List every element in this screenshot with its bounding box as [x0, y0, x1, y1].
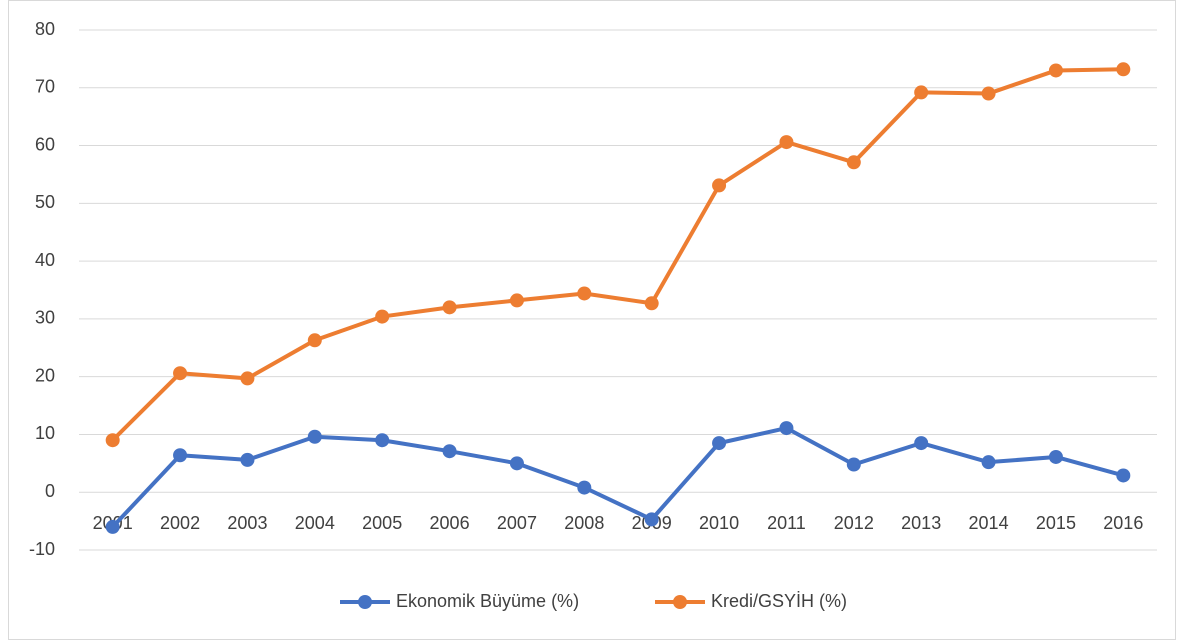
- x-tick-label: 2014: [969, 513, 1009, 533]
- point: [779, 135, 794, 150]
- y-tick-label: 20: [35, 365, 55, 385]
- point: [1048, 63, 1063, 78]
- y-tick-label: 50: [35, 192, 55, 212]
- point: [105, 519, 120, 534]
- point: [577, 286, 592, 301]
- x-tick-label: 2011: [767, 513, 806, 533]
- point: [509, 456, 524, 471]
- point: [240, 371, 255, 386]
- x-tick-label: 2002: [160, 513, 200, 533]
- point: [644, 296, 659, 311]
- y-tick-label: 70: [35, 77, 55, 97]
- x-tick-label: 2012: [834, 513, 874, 533]
- x-tick-label: 2015: [1036, 513, 1076, 533]
- point: [1116, 468, 1131, 483]
- x-tick-label: 2010: [699, 513, 739, 533]
- y-tick-label: 30: [35, 308, 55, 328]
- y-tick-label: 80: [35, 19, 55, 39]
- point: [1116, 62, 1131, 77]
- legend-marker: [358, 595, 372, 609]
- point: [442, 444, 457, 459]
- point: [307, 333, 322, 348]
- x-tick-label: 2016: [1103, 513, 1143, 533]
- point: [712, 436, 727, 451]
- point: [105, 433, 120, 448]
- x-tick-label: 2005: [362, 513, 402, 533]
- point: [577, 480, 592, 495]
- y-tick-label: 40: [35, 250, 55, 270]
- x-tick-label: 2003: [227, 513, 267, 533]
- point: [509, 293, 524, 308]
- x-tick-label: 2006: [430, 513, 470, 533]
- point: [173, 366, 188, 381]
- point: [779, 421, 794, 436]
- point: [914, 436, 929, 451]
- point: [981, 455, 996, 470]
- x-tick-label: 2007: [497, 513, 537, 533]
- x-tick-label: 2004: [295, 513, 335, 533]
- x-tick-label: 2008: [564, 513, 604, 533]
- y-tick-label: 10: [35, 423, 55, 443]
- point: [981, 86, 996, 101]
- legend-label: Ekonomik Büyüme (%): [396, 591, 579, 611]
- point: [442, 300, 457, 315]
- y-tick-label: 60: [35, 134, 55, 154]
- point: [914, 85, 929, 100]
- point: [307, 429, 322, 444]
- point: [240, 452, 255, 467]
- legend-marker: [673, 595, 687, 609]
- point: [644, 512, 659, 527]
- point: [1048, 449, 1063, 464]
- point: [375, 433, 390, 448]
- point: [173, 448, 188, 463]
- y-tick-label: -10: [29, 539, 55, 559]
- chart-border: [8, 0, 1176, 640]
- series-line: [111, 426, 1124, 529]
- point: [712, 178, 727, 193]
- point: [846, 155, 861, 170]
- point: [375, 309, 390, 324]
- point: [846, 457, 861, 472]
- x-tick-label: 2013: [901, 513, 941, 533]
- y-tick-label: 0: [45, 481, 55, 501]
- legend-label: Kredi/GSYİH (%): [711, 591, 847, 611]
- series-line: [111, 67, 1124, 442]
